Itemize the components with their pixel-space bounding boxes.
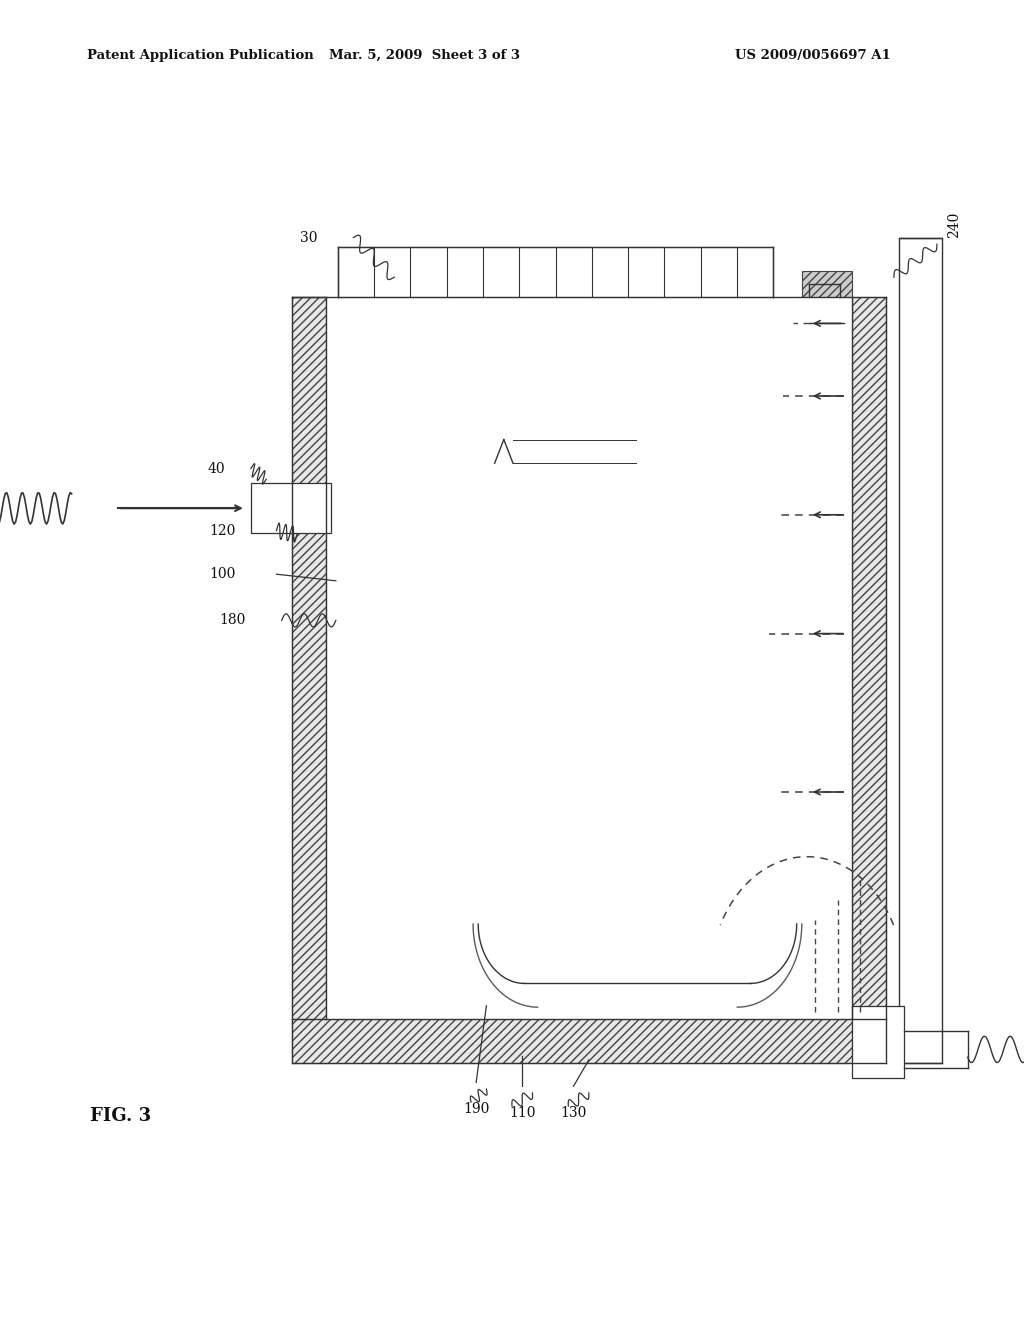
Text: US 2009/0056697 A1: US 2009/0056697 A1 (735, 49, 891, 62)
Text: 30: 30 (300, 231, 317, 244)
Bar (292, 1019, 886, 1063)
Bar (326, 297, 852, 1019)
Text: 190: 190 (463, 1102, 489, 1117)
Bar (628, 247, 665, 297)
Text: 100: 100 (209, 568, 236, 581)
Text: FIG. 3: FIG. 3 (90, 1106, 152, 1125)
Bar (852, 297, 886, 1063)
Text: Mar. 5, 2009  Sheet 3 of 3: Mar. 5, 2009 Sheet 3 of 3 (330, 49, 520, 62)
Bar (797, 297, 819, 1012)
Bar (483, 247, 519, 297)
Bar (338, 247, 374, 297)
Text: 240: 240 (947, 211, 962, 238)
Bar (251, 483, 331, 533)
Text: Patent Application Publication: Patent Application Publication (87, 49, 313, 62)
Bar (700, 247, 737, 297)
Bar (292, 297, 326, 1063)
Bar (338, 247, 773, 297)
Bar (852, 1006, 904, 1078)
Bar (555, 247, 592, 297)
Bar (802, 271, 852, 323)
Text: 40: 40 (208, 462, 225, 475)
Bar (456, 983, 819, 1012)
Bar (456, 297, 478, 1012)
Text: 180: 180 (219, 614, 246, 627)
Bar (411, 247, 446, 297)
Text: 130: 130 (560, 1106, 587, 1121)
Bar (899, 238, 942, 1063)
Text: 110: 110 (509, 1106, 536, 1121)
Bar (478, 297, 797, 983)
Text: 120: 120 (209, 524, 236, 537)
